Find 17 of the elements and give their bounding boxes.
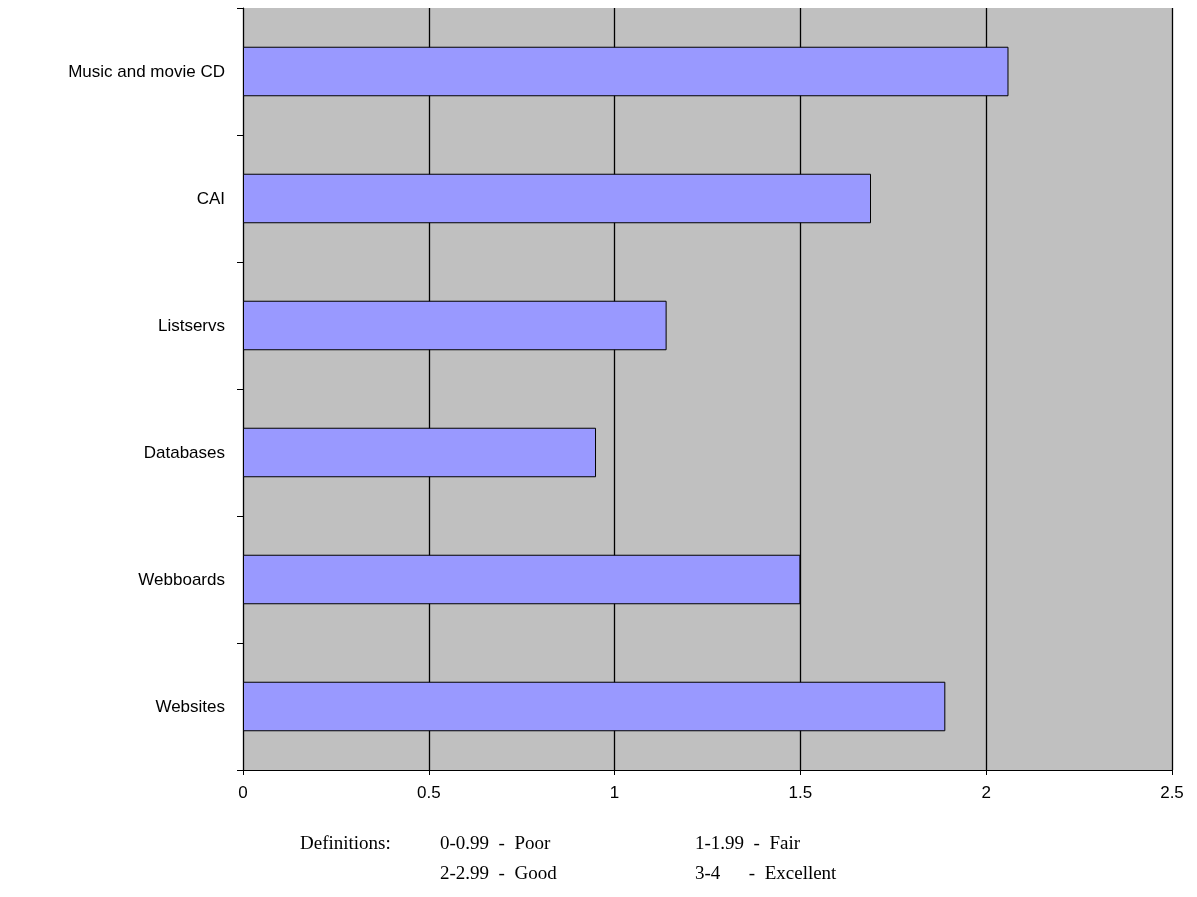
text: Definitions: bbox=[300, 832, 391, 853]
y-tick-label: Websites bbox=[155, 697, 225, 716]
x-tick-label: 0 bbox=[238, 783, 248, 802]
text: 0-0.99 - Poor bbox=[440, 832, 551, 853]
x-tick-label: 0.5 bbox=[416, 783, 441, 802]
text: 3-4 - Excellent bbox=[695, 862, 838, 883]
y-tick-label: Databases bbox=[143, 443, 225, 462]
x-tick-label: 2 bbox=[981, 783, 991, 802]
x-tick-label: 1 bbox=[609, 783, 620, 802]
y-tick-label: Music and movie CD bbox=[68, 62, 225, 81]
y-tick-label: Listservs bbox=[157, 316, 225, 335]
y-tick-label: Webboards bbox=[138, 570, 225, 589]
text: 2-2.99 - Good bbox=[440, 862, 558, 883]
x-tick-label: 2.5 bbox=[1160, 783, 1184, 802]
x-tick-label: 1.5 bbox=[788, 783, 813, 802]
y-tick-label: CAI bbox=[196, 189, 225, 208]
text: 1-1.99 - Fair bbox=[695, 832, 801, 853]
